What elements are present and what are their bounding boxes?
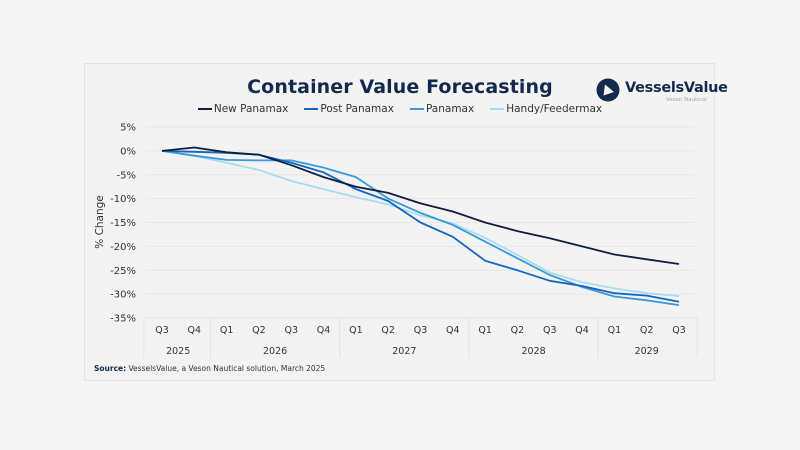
x-tick-label-quarter: Q2 xyxy=(381,325,395,336)
y-tick-label: -30% xyxy=(110,290,136,301)
legend-label: Handy/Feedermax xyxy=(506,103,603,115)
y-tick-label: -35% xyxy=(110,314,136,325)
x-tick-label-year: 2026 xyxy=(263,346,287,357)
x-tick-label-year: 2028 xyxy=(522,346,546,357)
y-tick-label: -15% xyxy=(110,218,136,229)
x-tick-label-year: 2027 xyxy=(392,346,416,357)
y-tick-label: -5% xyxy=(117,170,136,181)
y-tick-label: 0% xyxy=(120,146,136,157)
y-tick-label: -25% xyxy=(110,266,136,277)
x-tick-label-quarter: Q4 xyxy=(188,325,202,336)
series-line-post-panamax xyxy=(161,150,680,303)
legend-label: New Panamax xyxy=(213,103,289,115)
y-tick-label: -10% xyxy=(110,194,136,205)
legend-label: Panamax xyxy=(425,103,475,115)
legend-swatch xyxy=(304,108,319,110)
legend-swatch xyxy=(490,108,505,110)
series-line-panamax xyxy=(161,150,680,306)
x-tick-label-quarter: Q4 xyxy=(317,325,331,336)
x-tick-label-quarter: Q3 xyxy=(672,325,686,336)
y-axis-label: % Change xyxy=(94,195,106,249)
legend-item-panamax: Panamax xyxy=(409,103,475,115)
x-tick-label-quarter: Q2 xyxy=(640,325,654,336)
x-tick-label-quarter: Q4 xyxy=(446,325,460,336)
source-label: Source: xyxy=(94,364,127,373)
legend-swatch xyxy=(197,108,212,110)
x-tick-label-quarter: Q1 xyxy=(220,325,234,336)
y-tick-label: -20% xyxy=(110,242,136,253)
x-tick-label-quarter: Q2 xyxy=(511,325,525,336)
x-tick-label-year: 2025 xyxy=(166,346,190,357)
x-tick-label-quarter: Q1 xyxy=(608,325,622,336)
x-tick-label-quarter: Q2 xyxy=(252,325,266,336)
series-line-new-panamax xyxy=(161,146,680,265)
legend-item-new-panamax: New Panamax xyxy=(197,103,289,115)
x-tick-label-quarter: Q1 xyxy=(478,325,492,336)
legend-label: Post Panamax xyxy=(320,103,394,115)
source-text: VesselsValue, a Veson Nautical solution,… xyxy=(126,364,326,373)
y-axis: 5% 0% -5% -10% -15% -20% -25% -30% -35% xyxy=(110,123,136,325)
series-line-handy-feedermax xyxy=(161,150,680,297)
x-axis: Q3 Q4 Q1 Q2 Q3 Q4 Q1 Q2 Q3 Q4 Q1 Q2 Q3 Q4 Q1 Q2 Q3 2025 20… xyxy=(143,317,698,358)
x-tick-label-quarter: Q3 xyxy=(543,325,557,336)
legend: New Panamax Post Panamax Panamax Handy/F… xyxy=(0,103,800,115)
gridlines xyxy=(146,126,695,319)
x-tick-label-quarter: Q3 xyxy=(284,325,298,336)
x-tick-label-quarter: Q3 xyxy=(155,325,169,336)
logo-subtitle: Veson Nautical xyxy=(666,97,707,103)
y-tick-label: 5% xyxy=(120,123,136,134)
source-note: Source: VesselsValue, a Veson Nautical s… xyxy=(94,364,325,373)
series-lines xyxy=(161,146,680,306)
x-tick-label-year: 2029 xyxy=(635,346,659,357)
x-tick-label-quarter: Q4 xyxy=(575,325,589,336)
chart-title: Container Value Forecasting xyxy=(247,76,553,98)
legend-swatch xyxy=(409,108,424,110)
legend-item-post-panamax: Post Panamax xyxy=(304,103,394,115)
legend-item-handy-feedermax: Handy/Feedermax xyxy=(490,103,602,115)
x-tick-label-quarter: Q3 xyxy=(414,325,428,336)
x-tick-label-quarter: Q1 xyxy=(349,325,363,336)
logo-name: VesselsValue xyxy=(625,80,728,96)
logo-mark-icon xyxy=(596,78,620,102)
